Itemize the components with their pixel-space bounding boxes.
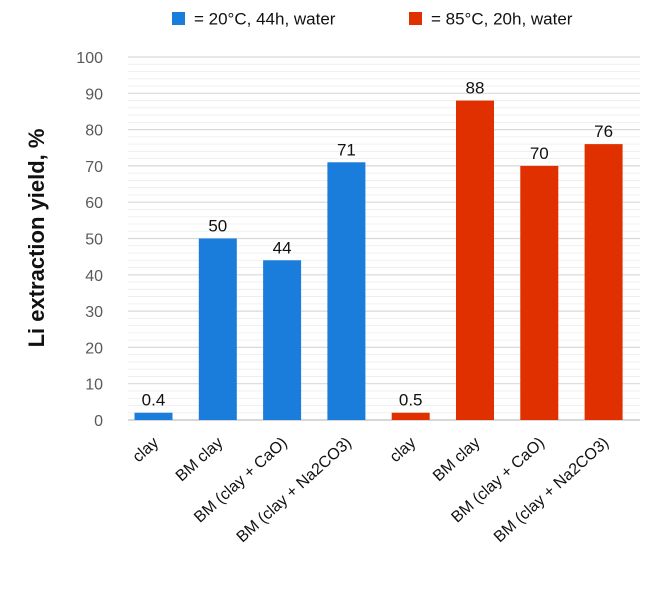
category-label: BM clay [430,434,484,485]
y-tick-label: 0 [94,413,103,430]
data-label: 70 [530,144,549,163]
data-label: 88 [466,79,485,98]
bars [134,100,623,420]
y-tick-label: 100 [76,50,103,67]
category-label: BM clay [173,434,227,485]
data-label: 44 [273,238,292,257]
legend: = 20°C, 44h, water = 85°C, 20h, water [172,10,573,29]
category-label: clay [130,434,163,466]
bar-1-4 [327,162,366,420]
data-label: 0.4 [142,391,166,410]
y-tick-label: 30 [85,304,103,321]
bar-1-3 [263,260,302,420]
bar-2-1 [391,412,430,420]
data-labels: 0.4 50 44 71 0.5 88 70 76 [142,79,613,410]
legend-swatch [409,12,422,25]
y-tick-label: 90 [85,86,103,103]
y-axis-ticks: 0 10 20 30 40 50 60 70 80 90 100 [76,50,103,430]
data-label: 0.5 [399,391,423,410]
bar-2-2 [456,100,494,420]
y-tick-label: 60 [85,195,103,212]
data-label: 71 [337,140,356,159]
y-tick-label: 80 [85,123,103,140]
legend-swatch [172,12,185,25]
bar-1-2 [198,238,237,420]
y-axis-label: Li extraction yield, % [24,129,49,348]
bar-2-4 [584,144,623,420]
y-tick-label: 10 [85,377,103,394]
data-label: 50 [208,217,227,236]
y-tick-label: 40 [85,268,103,285]
legend-label: = 85°C, 20h, water [431,10,573,29]
data-label: 76 [594,122,613,141]
category-label: BM (clay + Na2CO3) [234,434,355,546]
bar-2-3 [520,165,559,420]
bar-1-1 [134,412,173,420]
category-label: clay [387,434,420,466]
y-tick-label: 50 [85,232,103,249]
category-label: BM (clay + Na2CO3) [491,434,612,546]
y-tick-label: 20 [85,340,103,357]
y-tick-label: 70 [85,159,103,176]
legend-label: = 20°C, 44h, water [194,10,336,29]
